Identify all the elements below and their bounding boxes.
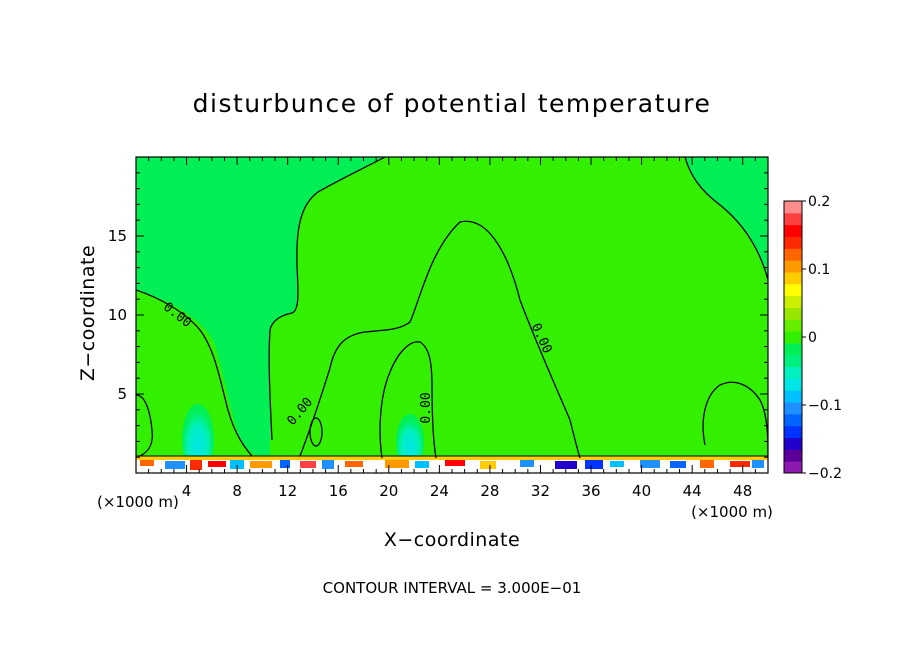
y-tick-label: 10	[108, 306, 127, 324]
colorbar-swatch	[784, 307, 802, 320]
contour-line-left	[136, 289, 253, 457]
contour-interval-note: CONTOUR INTERVAL = 3.000E−01	[323, 579, 582, 597]
x-tick-label: 44	[683, 482, 702, 500]
colorbar-swatch	[784, 319, 802, 332]
colorbar-swatch	[784, 390, 802, 403]
x-axis-label: X−coordinate	[384, 529, 520, 551]
colorbar-tick-label: 0	[808, 330, 817, 346]
contour-line-bubble-right	[702, 381, 768, 459]
colorbar-swatch	[784, 248, 802, 261]
colorbar-swatch	[784, 236, 802, 249]
colorbar-swatch	[784, 201, 802, 214]
x-tick-label: 16	[329, 482, 348, 500]
x-unit-left: (×1000 m)	[97, 493, 179, 511]
colorbar-swatch	[784, 271, 802, 285]
colorbar: 0.2 0.1 0 −0.1 −0.2	[783, 194, 842, 482]
colorbar-swatch	[784, 437, 802, 450]
contour-lines	[136, 157, 768, 459]
colorbar-swatch	[784, 413, 802, 427]
contour-line-mid-left	[268, 157, 386, 441]
x-unit-right: (×1000 m)	[691, 503, 773, 521]
contour-line-edge	[136, 394, 154, 457]
surface-noise	[140, 460, 764, 470]
x-tick-label: 40	[632, 482, 651, 500]
x-tick-label: 24	[430, 482, 449, 500]
colorbar-tick-label: 0.2	[808, 194, 830, 210]
x-tick-label: 8	[232, 482, 242, 500]
colorbar-tick-label: −0.2	[808, 466, 842, 482]
field-region-bubble-right	[703, 382, 768, 460]
colorbar-swatch	[784, 295, 802, 308]
contour-label: 0.00	[419, 392, 434, 423]
x-tick-label: 36	[581, 482, 600, 500]
y-tick-label: 15	[108, 227, 127, 245]
contour-line-right-top	[684, 157, 768, 281]
colorbar-swatch	[784, 461, 802, 474]
colorbar-swatch	[784, 283, 802, 297]
colorbar-swatch	[784, 354, 802, 368]
x-tick-label: 20	[379, 482, 398, 500]
colorbar-swatch	[784, 425, 802, 439]
colorbar-swatch	[784, 366, 802, 379]
colorbar-swatch	[784, 212, 802, 226]
colorbar-tick-label: 0.1	[808, 262, 830, 278]
y-axis-label: Z−coordinate	[77, 245, 99, 381]
colorbar-swatch	[784, 378, 802, 391]
y-tick-label: 5	[117, 385, 127, 403]
colorbar-tick-label: −0.1	[808, 398, 842, 414]
x-tick-label: 4	[182, 482, 192, 500]
colorbar-swatch	[784, 402, 802, 415]
x-tick-label: 28	[480, 482, 499, 500]
colorbar-swatch	[784, 449, 802, 462]
contour-line-center	[299, 220, 581, 459]
x-tick-label: 32	[531, 482, 550, 500]
contour-line-bubble-mid	[379, 341, 437, 459]
x-tick-label: 48	[733, 482, 752, 500]
colorbar-swatch	[784, 260, 802, 273]
x-tick-label: 12	[278, 482, 297, 500]
colorbar-swatch	[784, 331, 802, 344]
field-region-left	[136, 157, 385, 460]
field-region-right	[685, 157, 768, 280]
surface-band-top	[136, 456, 768, 460]
chart-title: disturbunce of potential temperature	[193, 89, 712, 118]
plot-field	[136, 157, 768, 473]
colorbar-swatch	[784, 342, 802, 356]
colorbar-swatch	[784, 224, 802, 237]
contour-line-small-loop	[309, 417, 323, 447]
